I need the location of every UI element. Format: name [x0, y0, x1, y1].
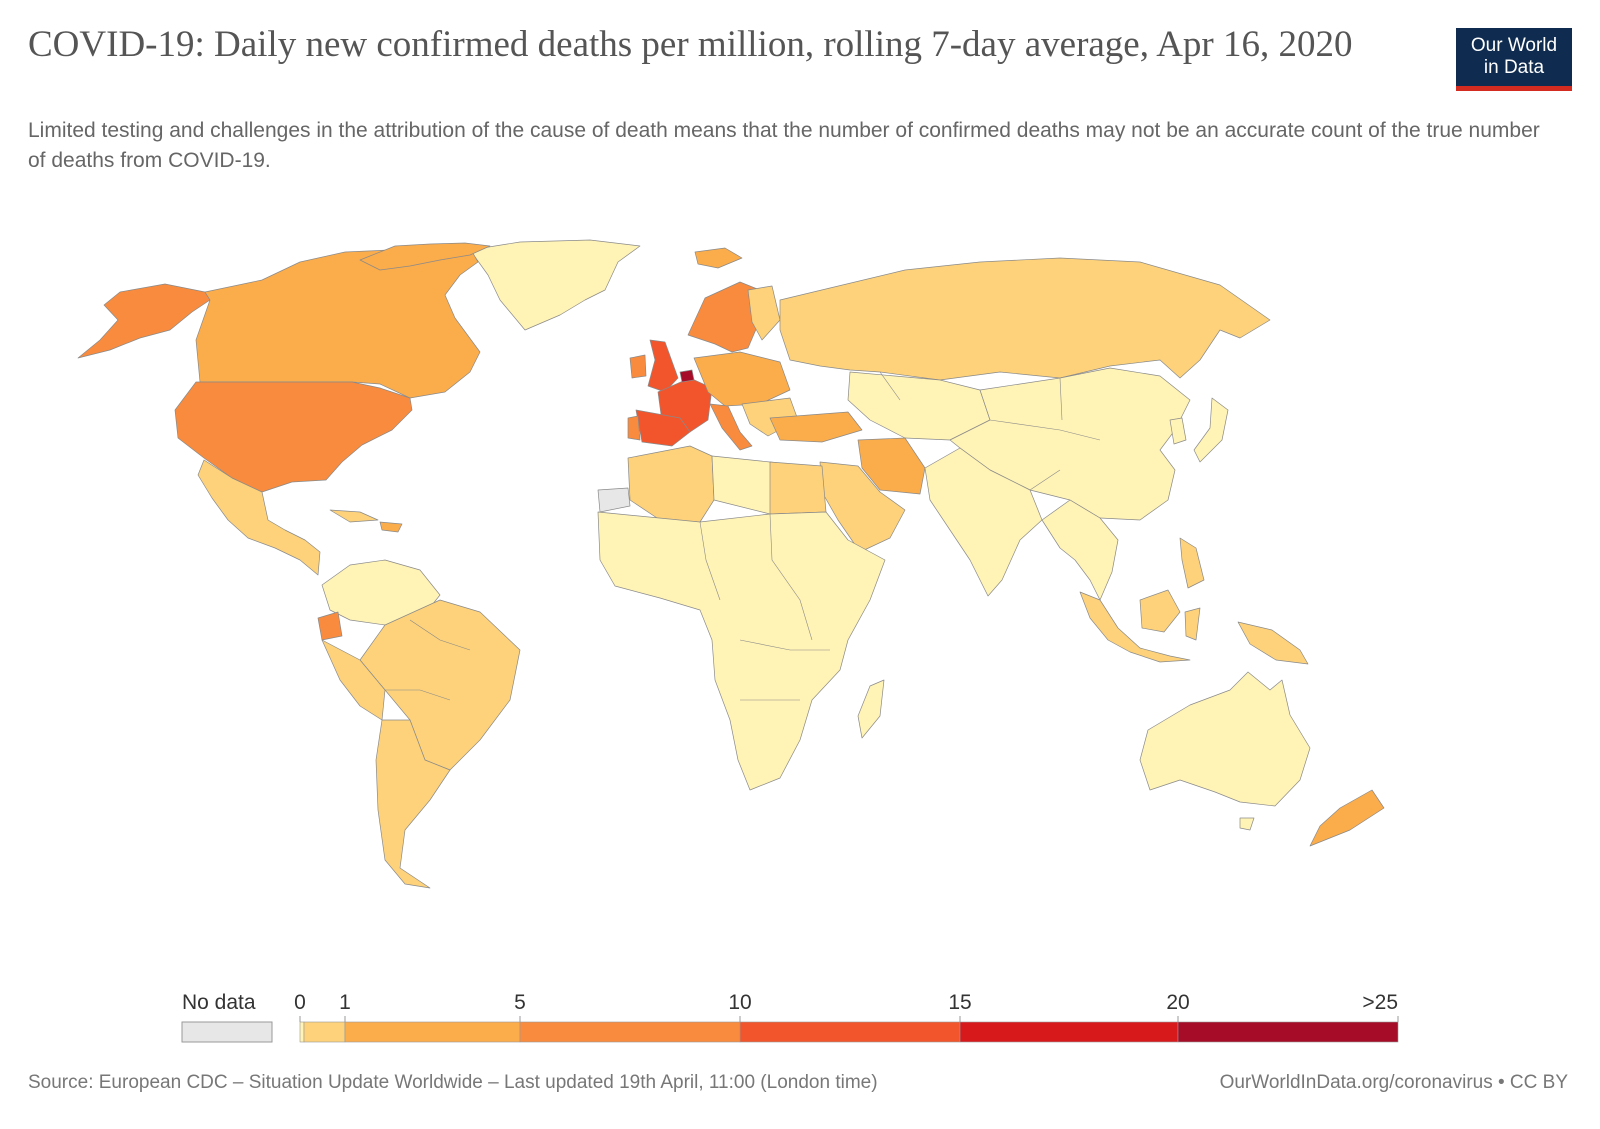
- license-link[interactable]: OurWorldInData.org/coronavirus • CC BY: [1219, 1072, 1568, 1093]
- legend-tick-label: >25: [1362, 991, 1398, 1014]
- legend-bin-2[interactable]: [344, 1021, 521, 1043]
- legend-no-data-label: No data: [182, 991, 256, 1014]
- region-tasmania: [1239, 817, 1255, 831]
- region-malaysia-indonesia: [1079, 591, 1191, 663]
- region-korea: [1169, 417, 1187, 445]
- region-turkey: [769, 411, 863, 443]
- region-finland: [747, 285, 781, 341]
- legend-tick-label: 0: [294, 991, 306, 1014]
- region-italy: [709, 403, 753, 451]
- region-mexico: [197, 459, 321, 576]
- legend-tick-label: 20: [1166, 991, 1189, 1014]
- legend-bin-0[interactable]: [299, 1021, 305, 1043]
- logo-line-2: in Data: [1483, 57, 1545, 78]
- region-southeast-asia: [1041, 499, 1119, 601]
- region-north-africa-west: [627, 445, 715, 523]
- chart-title: COVID-19: Daily new confirmed deaths per…: [28, 24, 1353, 65]
- region-cuba: [329, 509, 379, 523]
- region-ireland: [629, 354, 647, 379]
- region-southern-cone: [375, 719, 451, 889]
- chart-subtitle: Limited testing and challenges in the at…: [28, 119, 1540, 172]
- region-hispaniola: [379, 521, 403, 533]
- legend-no-data-swatch: [181, 1021, 273, 1043]
- region-new-zealand: [1309, 789, 1385, 847]
- region-sulawesi: [1184, 607, 1201, 641]
- region-canada: [195, 244, 481, 399]
- region-greenland: [469, 239, 641, 331]
- region-central-asia: [847, 371, 991, 441]
- region-egypt: [769, 461, 827, 515]
- owid-logo[interactable]: Our World in Data: [1456, 28, 1572, 91]
- region-portugal: [627, 415, 641, 441]
- region-ecuador: [317, 611, 343, 641]
- region-philippines: [1179, 537, 1205, 589]
- region-iceland: [694, 247, 743, 269]
- legend-bin-5[interactable]: [959, 1021, 1179, 1043]
- region-south-asia: [924, 447, 1043, 597]
- region-madagascar: [857, 679, 885, 739]
- region-belgium: [679, 369, 695, 383]
- region-alaska: [77, 283, 211, 359]
- region-japan: [1193, 397, 1229, 463]
- legend: No data 0 1 5 10 15 20 >25: [181, 991, 1399, 1043]
- region-uk: [647, 339, 679, 393]
- region-arabia: [819, 461, 906, 553]
- region-russia: [779, 257, 1271, 381]
- legend-tick-label: 15: [948, 991, 971, 1014]
- world-map[interactable]: [0, 200, 1600, 960]
- region-borneo: [1139, 589, 1181, 633]
- region-china: [949, 367, 1191, 521]
- region-western-sahara: [597, 487, 631, 513]
- region-australia: [1139, 671, 1311, 807]
- legend-bin-3[interactable]: [519, 1021, 741, 1043]
- region-usa: [174, 381, 413, 493]
- legend-bin-6[interactable]: [1177, 1021, 1399, 1043]
- region-spain: [635, 409, 691, 447]
- legend-tick-label: 5: [514, 991, 526, 1014]
- region-sub-saharan-africa: [597, 511, 886, 791]
- region-central-europe: [693, 351, 791, 407]
- source-note: Source: European CDC – Situation Update …: [28, 1072, 878, 1093]
- legend-bin-4[interactable]: [739, 1021, 961, 1043]
- legend-tick-label: 10: [728, 991, 751, 1014]
- legend-bin-1[interactable]: [303, 1021, 346, 1043]
- logo-line-1: Our World: [1470, 35, 1558, 56]
- region-iran: [857, 437, 926, 495]
- legend-tick-label: 1: [339, 991, 351, 1014]
- region-arctic-islands: [359, 242, 491, 271]
- region-new-guinea: [1237, 621, 1309, 665]
